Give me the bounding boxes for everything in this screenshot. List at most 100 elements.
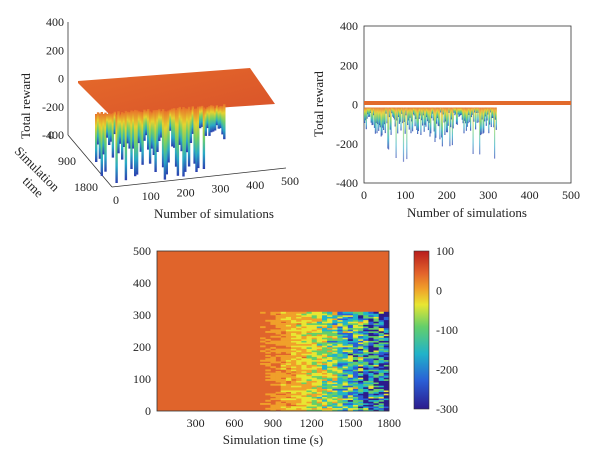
- heat-cell: [363, 321, 369, 324]
- heat-cell: [306, 369, 312, 372]
- colorbar-tick: 0: [436, 284, 442, 298]
- heat-cell: [306, 374, 312, 377]
- heat-cell: [352, 375, 359, 378]
- surface-dip: [115, 114, 118, 183]
- heat-cell: [373, 391, 379, 394]
- heat-cell: [373, 390, 379, 393]
- heat-cell: [285, 406, 292, 409]
- surface-dip: [184, 108, 187, 172]
- reward-dip: [367, 107, 369, 115]
- heat-cell: [352, 355, 359, 357]
- heat-cell: [280, 407, 287, 410]
- heat-cell: [327, 390, 333, 393]
- heat-cell: [383, 404, 390, 407]
- heat-cell: [352, 345, 359, 348]
- heat-cell: [296, 409, 302, 412]
- heat-cell: [275, 371, 282, 373]
- reward-dip: [397, 107, 400, 117]
- heat-cell: [291, 369, 297, 372]
- heat-cell: [316, 374, 323, 377]
- x-axis-label: Number of simulations: [407, 205, 527, 220]
- heat-cell: [368, 387, 374, 389]
- heat-cell: [296, 391, 302, 394]
- heat-cell: [296, 369, 302, 372]
- heat-cell: [358, 387, 364, 389]
- heat-cell: [363, 401, 369, 404]
- reward-dip: [419, 107, 421, 116]
- heat-cell: [347, 387, 354, 389]
- heat-cell: [316, 372, 323, 375]
- heat-cell: [363, 324, 369, 327]
- y-tick: 200: [133, 340, 151, 354]
- reward-dip: [398, 107, 400, 124]
- heat-cell: [322, 375, 328, 378]
- heat-cell: [285, 361, 292, 364]
- heat-cell: [301, 396, 307, 399]
- surface-dip: [152, 110, 155, 155]
- heat-cell: [306, 396, 312, 399]
- heat-cell: [352, 315, 359, 317]
- heat-cell: [285, 334, 292, 337]
- heat-cell: [332, 374, 338, 377]
- heat-cell: [285, 321, 292, 324]
- heat-cell: [378, 358, 385, 361]
- heat-cell: [270, 393, 276, 396]
- heat-cell: [352, 327, 359, 330]
- y-tick: 300: [133, 308, 151, 322]
- heat-cell: [291, 387, 297, 389]
- reward-dip: [464, 107, 466, 121]
- heat-cell: [337, 334, 343, 337]
- reward-dip: [422, 107, 424, 116]
- heat-cell: [342, 316, 349, 319]
- z-axis-label: Total reward: [18, 73, 33, 139]
- heat-cell: [337, 347, 343, 349]
- heat-cell: [378, 311, 385, 314]
- heat-cell: [363, 374, 369, 377]
- heat-cell: [280, 403, 287, 405]
- heat-cell: [301, 404, 307, 407]
- heat-cell: [306, 334, 312, 337]
- heat-cell: [301, 348, 307, 351]
- heat-cell: [306, 335, 312, 338]
- heat-cell: [327, 339, 333, 341]
- heat-cell: [347, 361, 354, 364]
- heat-cell: [311, 398, 318, 401]
- heat-cell: [327, 382, 333, 385]
- heat-cell: [265, 342, 271, 345]
- heat-cell: [332, 348, 338, 351]
- heat-cell: [327, 374, 333, 377]
- heat-cell: [358, 335, 364, 338]
- heat-cell: [322, 313, 328, 316]
- heat-cell: [311, 361, 318, 364]
- heat-cell: [327, 345, 333, 348]
- surface-dip: [178, 106, 181, 145]
- reward-plateau-band: [364, 101, 571, 105]
- heat-cell: [301, 401, 307, 404]
- heat-cell: [342, 371, 349, 373]
- heat-cell: [347, 406, 354, 409]
- heat-cell: [322, 340, 328, 343]
- heat-cell: [296, 395, 302, 397]
- heat-cell: [342, 390, 349, 393]
- heat-cell: [383, 339, 390, 341]
- heat-cell: [383, 388, 390, 391]
- heat-cell: [337, 398, 343, 401]
- heat-cell: [265, 359, 271, 362]
- heat-cell: [337, 406, 343, 409]
- heat-cell: [368, 329, 374, 332]
- heat-cell: [358, 324, 364, 327]
- colorbar-tick: -100: [436, 323, 458, 337]
- heat-cell: [316, 404, 323, 407]
- heat-cell: [373, 321, 379, 324]
- heat-cell: [373, 377, 379, 380]
- heat-cell: [363, 334, 369, 337]
- heat-cell: [368, 342, 374, 345]
- heat-cell: [285, 315, 292, 317]
- heat-cell: [306, 391, 312, 394]
- heat-cell: [368, 340, 374, 343]
- reward-dip: [475, 107, 477, 130]
- heat-cell: [327, 361, 333, 364]
- heat-cell: [285, 399, 292, 402]
- heat-cell: [322, 363, 328, 365]
- heat-cell: [275, 361, 282, 364]
